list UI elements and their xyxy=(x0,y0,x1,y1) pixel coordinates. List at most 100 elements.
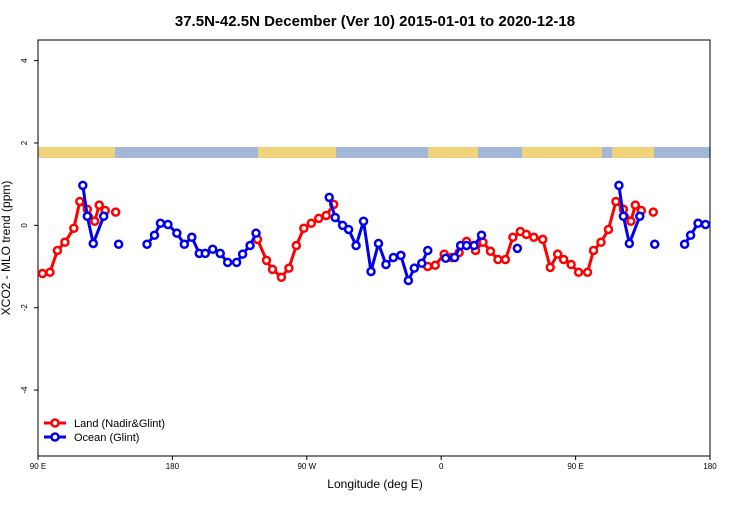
data-point xyxy=(545,262,555,273)
data-point xyxy=(624,238,635,249)
data-point xyxy=(469,240,479,251)
x-tick-label: 180 xyxy=(166,462,180,471)
data-point xyxy=(75,196,85,207)
data-point xyxy=(324,192,334,203)
data-point xyxy=(630,200,641,210)
y-tick-label: -4 xyxy=(20,386,29,394)
y-tick-label: -2 xyxy=(20,304,29,312)
data-point xyxy=(461,240,472,251)
data-point xyxy=(409,263,420,273)
data-point xyxy=(172,228,182,238)
data-point xyxy=(566,259,576,270)
data-point xyxy=(403,275,414,286)
data-point xyxy=(306,218,317,229)
data-point xyxy=(337,220,348,231)
data-point xyxy=(649,239,660,250)
data-point xyxy=(69,223,79,233)
data-point xyxy=(82,211,93,222)
data-point xyxy=(163,219,173,230)
data-point xyxy=(582,267,593,278)
data-point xyxy=(155,218,166,229)
data-point xyxy=(381,259,391,270)
data-point xyxy=(215,248,225,259)
x-axis-label: Longitude (deg E) xyxy=(327,477,422,491)
data-point xyxy=(78,180,88,191)
data-point xyxy=(476,230,487,240)
legend-label: Land (Nadir&Glint) xyxy=(74,418,165,430)
data-point xyxy=(626,216,636,226)
data-point xyxy=(611,196,621,207)
data-point xyxy=(700,219,711,230)
data-point xyxy=(485,246,496,257)
data-point xyxy=(110,207,121,217)
data-point xyxy=(89,216,100,226)
data-point xyxy=(440,253,451,264)
data-point xyxy=(88,238,99,249)
chart-title: 37.5N-42.5N December (Ver 10) 2015-01-01… xyxy=(175,13,575,30)
map-land xyxy=(38,147,115,158)
data-point xyxy=(113,239,124,250)
data-point xyxy=(200,248,211,259)
x-tick-label: 180 xyxy=(703,462,717,471)
data-point xyxy=(261,255,272,266)
data-point xyxy=(237,249,248,259)
data-point xyxy=(552,249,563,259)
x-tick-label: 90 E xyxy=(567,462,583,471)
data-point xyxy=(614,180,624,191)
data-point xyxy=(417,258,427,268)
data-point xyxy=(603,224,614,235)
data-point xyxy=(313,213,324,224)
data-point xyxy=(521,229,532,240)
data-point xyxy=(685,230,696,240)
data-point xyxy=(508,232,518,243)
data-point xyxy=(648,207,659,217)
data-point xyxy=(500,254,511,265)
data-point xyxy=(207,244,218,254)
map-land xyxy=(522,147,602,158)
legend-marker xyxy=(50,432,60,442)
data-point xyxy=(430,260,440,271)
data-point xyxy=(321,210,331,221)
legend-label: Ocean (Glint) xyxy=(74,432,139,444)
data-point xyxy=(52,245,63,256)
data-point xyxy=(618,211,629,222)
data-point xyxy=(267,264,278,275)
y-tick-label: 2 xyxy=(20,140,29,145)
data-point xyxy=(388,252,399,263)
map-land xyxy=(258,147,336,158)
data-point xyxy=(396,250,406,261)
data-point xyxy=(558,254,569,265)
y-axis-label: XCO2 - MLO trend (ppm) xyxy=(0,181,13,316)
data-point xyxy=(373,238,384,249)
data-point xyxy=(45,267,55,278)
data-point xyxy=(222,257,233,268)
data-point xyxy=(366,266,376,277)
data-point xyxy=(179,239,190,250)
x-tick-label: 0 xyxy=(439,462,444,471)
map-land xyxy=(612,147,654,158)
x-tick-label: 90 W xyxy=(297,462,316,471)
data-point xyxy=(245,240,255,251)
data-point xyxy=(493,254,503,265)
data-point xyxy=(60,237,70,247)
data-point xyxy=(142,239,152,250)
data-point xyxy=(94,200,104,210)
series-line xyxy=(42,201,653,277)
map-ocean xyxy=(38,147,710,158)
data-point xyxy=(351,240,361,251)
data-point xyxy=(537,234,548,245)
data-point xyxy=(358,216,369,226)
data-point xyxy=(291,240,302,251)
data-point xyxy=(512,243,523,254)
x-tick-label: 90 E xyxy=(30,462,46,471)
map-land xyxy=(428,147,478,158)
plot-frame xyxy=(37,39,711,457)
data-point xyxy=(529,232,539,243)
data-point xyxy=(299,223,309,233)
data-point xyxy=(573,267,584,278)
data-point xyxy=(449,252,460,263)
legend-marker xyxy=(50,418,60,428)
data-point xyxy=(98,211,109,222)
data-point xyxy=(679,239,690,250)
data-point xyxy=(276,272,287,282)
